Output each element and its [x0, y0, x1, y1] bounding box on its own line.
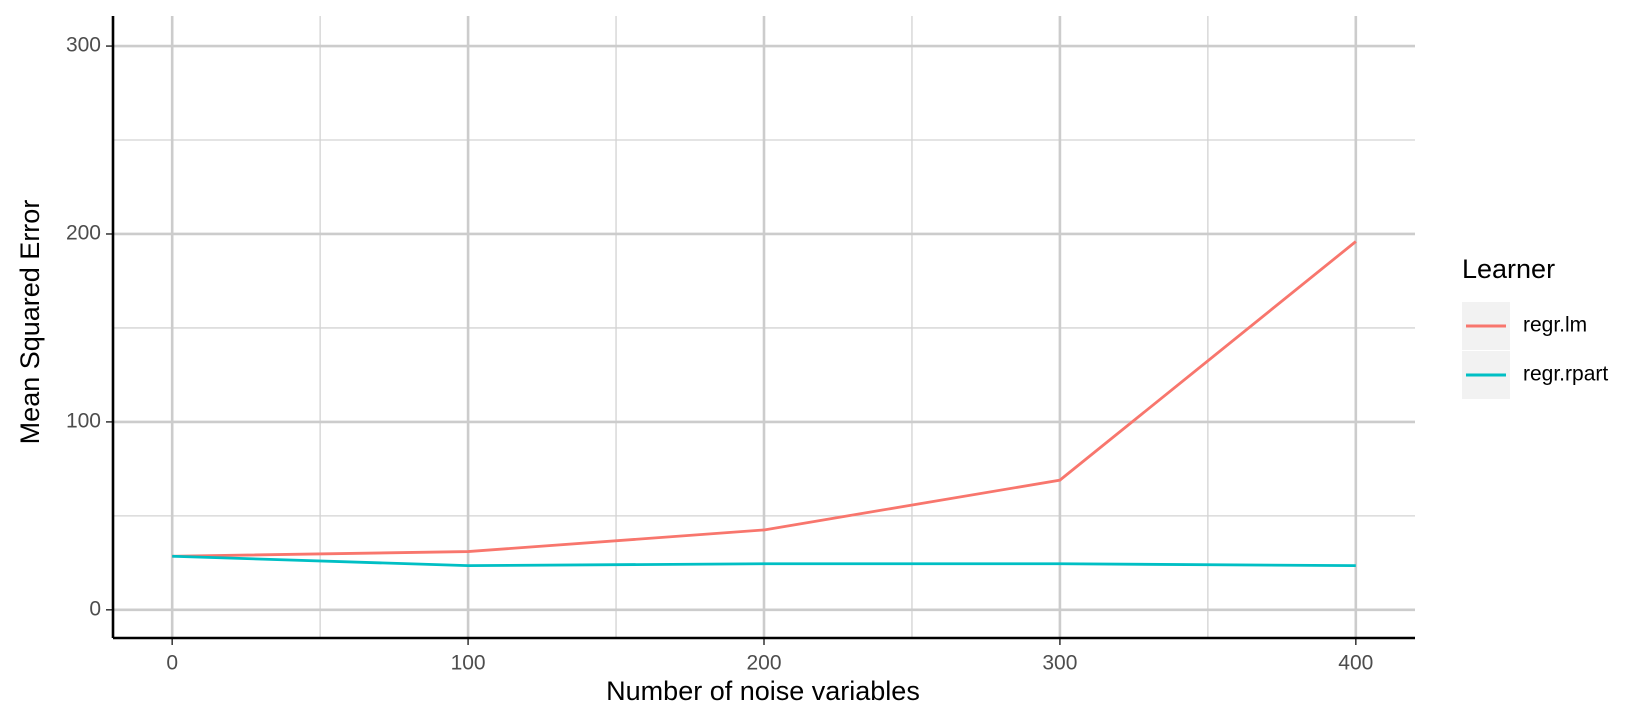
y-tick-label: 200 — [66, 222, 101, 245]
x-tick-label: 100 — [451, 652, 486, 675]
x-tick-label: 0 — [166, 652, 178, 675]
x-tick-label: 400 — [1338, 652, 1373, 675]
legend-title: Learner — [1462, 254, 1555, 284]
legend-label: regr.lm — [1523, 314, 1587, 337]
series-line — [172, 554, 1356, 568]
legend-label: regr.rpart — [1523, 363, 1608, 386]
x-tick-label: 200 — [746, 652, 781, 675]
x-tick-label: 300 — [1042, 652, 1077, 675]
y-tick-label: 300 — [66, 34, 101, 57]
y-tick-label: 0 — [89, 597, 101, 620]
x-axis-label: Number of noise variables — [606, 676, 920, 706]
y-axis-label: Mean Squared Error — [15, 200, 45, 445]
y-tick-label: 100 — [66, 409, 101, 432]
series-line — [172, 240, 1357, 558]
